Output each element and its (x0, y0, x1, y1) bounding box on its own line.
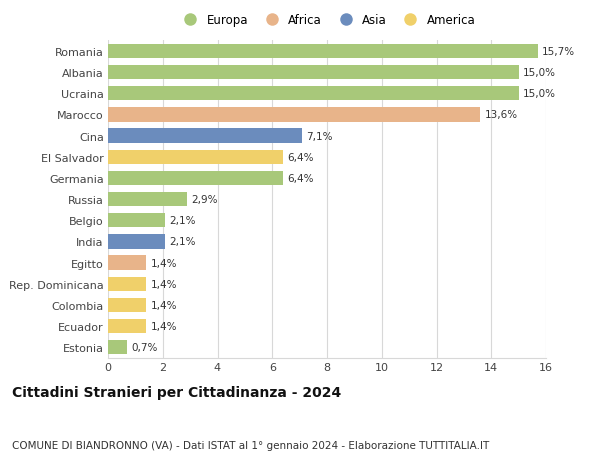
Bar (108, 150, 283, 165)
Text: 15,0%: 15,0% (523, 89, 556, 99)
Legend: Europa, Africa, Asia, America: Europa, Africa, Asia, America (173, 9, 481, 32)
Bar (108, 298, 146, 313)
Text: 1,4%: 1,4% (151, 279, 177, 289)
Bar (108, 192, 187, 207)
Text: 1,4%: 1,4% (151, 321, 177, 331)
Text: 2,9%: 2,9% (191, 195, 218, 205)
Text: 1,4%: 1,4% (151, 300, 177, 310)
Text: 13,6%: 13,6% (484, 110, 518, 120)
Bar (108, 340, 127, 355)
Bar (108, 256, 146, 270)
Bar (108, 319, 146, 334)
Text: 15,7%: 15,7% (542, 47, 575, 57)
Text: 6,4%: 6,4% (287, 152, 314, 162)
Bar (108, 171, 283, 186)
Bar (108, 235, 166, 249)
Text: 0,7%: 0,7% (131, 342, 158, 353)
Text: 2,1%: 2,1% (170, 216, 196, 226)
Text: 15,0%: 15,0% (523, 68, 556, 78)
Bar (108, 108, 481, 123)
Text: 1,4%: 1,4% (151, 258, 177, 268)
Bar (108, 66, 518, 80)
Text: Cittadini Stranieri per Cittadinanza - 2024: Cittadini Stranieri per Cittadinanza - 2… (12, 386, 341, 399)
Text: 2,1%: 2,1% (170, 237, 196, 247)
Bar (108, 87, 518, 101)
Text: 7,1%: 7,1% (307, 131, 333, 141)
Bar (108, 213, 166, 228)
Bar (108, 129, 302, 144)
Text: COMUNE DI BIANDRONNO (VA) - Dati ISTAT al 1° gennaio 2024 - Elaborazione TUTTITA: COMUNE DI BIANDRONNO (VA) - Dati ISTAT a… (12, 440, 489, 450)
Bar (108, 277, 146, 291)
Text: 6,4%: 6,4% (287, 174, 314, 184)
Bar (108, 45, 538, 59)
